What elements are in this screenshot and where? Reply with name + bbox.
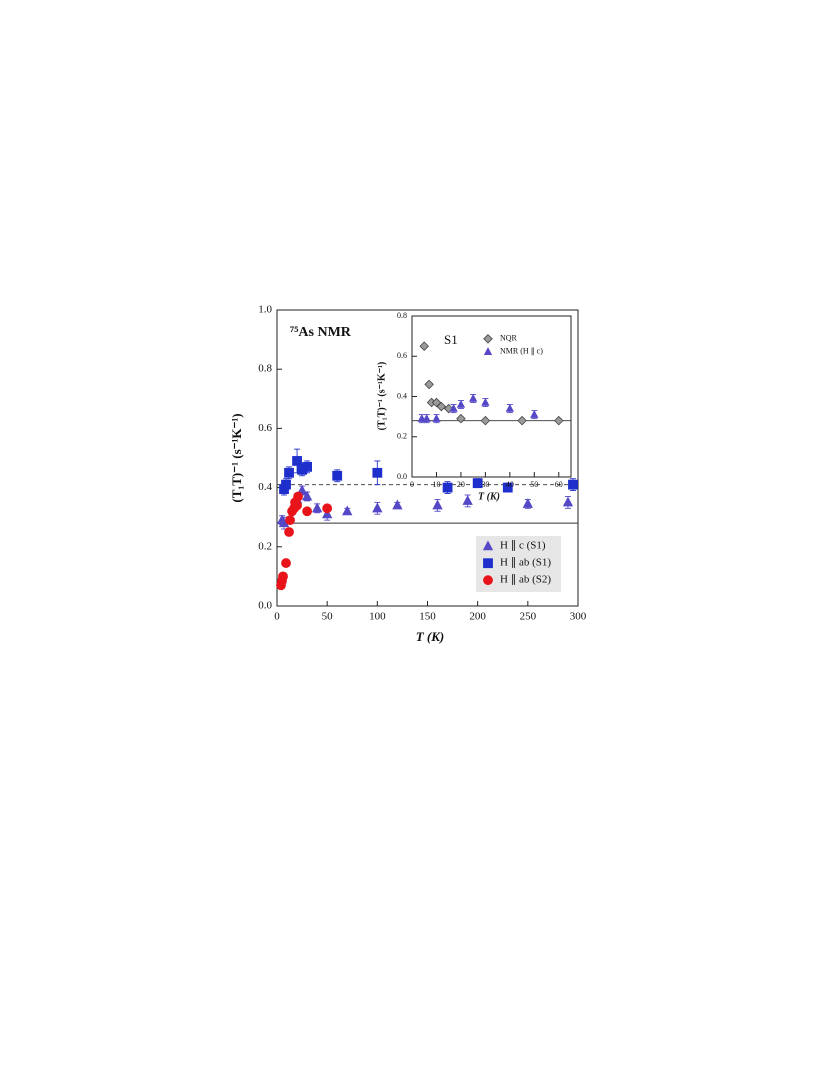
y-tick-label: 0.2 [258, 540, 272, 552]
data-point [562, 496, 574, 507]
x-tick-label: 250 [520, 611, 537, 623]
data-point [424, 379, 434, 390]
x-tick-label: 150 [419, 611, 436, 623]
y-tick-label: 0.2 [397, 432, 407, 441]
data-point [342, 505, 353, 516]
y-tick-label: 1.0 [258, 304, 272, 316]
y-tick-label: 0.0 [397, 472, 407, 481]
data-point [554, 415, 564, 426]
y-tick-label: 0.8 [397, 311, 407, 320]
y-tick-label: 0.0 [258, 600, 272, 612]
x-tick-label: 0 [274, 611, 280, 623]
legend-label: H ∥ ab (S1) [500, 557, 551, 569]
x-axis-title: T (K) [416, 629, 445, 644]
y-tick-label: 0.8 [258, 363, 272, 375]
data-point [522, 498, 533, 508]
annotation: ⁷⁵As NMR [290, 325, 352, 340]
data-point [481, 397, 490, 406]
data-point [502, 482, 513, 493]
x-tick-label: 30 [481, 480, 489, 489]
plot-frame [411, 315, 572, 478]
data-point [392, 499, 403, 510]
data-point [285, 515, 295, 526]
data-point [468, 393, 478, 402]
data-point [322, 503, 333, 514]
data-point [449, 403, 458, 412]
y-axis-title: (T₁T)⁻¹ (s⁻¹K⁻¹) [229, 413, 244, 502]
data-point [322, 508, 333, 519]
x-tick-label: 0 [410, 480, 414, 489]
data-point [530, 409, 539, 418]
x-axis-title: T (K) [478, 491, 500, 502]
data-point [456, 413, 466, 424]
legend-label: H ∥ ab (S2) [500, 574, 551, 586]
data-point [442, 482, 453, 493]
x-tick-label: 300 [570, 611, 587, 623]
data-point [568, 479, 578, 490]
y-tick-label: 0.6 [397, 351, 407, 360]
legend-label: NQR [500, 334, 518, 343]
data-point [372, 502, 383, 513]
data-point [517, 415, 527, 426]
legend-label: NMR (H ∥ c) [500, 347, 543, 356]
data-point [311, 502, 323, 513]
data-point [505, 403, 515, 412]
legend-label: H ∥ c (S1) [500, 540, 546, 552]
x-tick-label: 60 [555, 480, 563, 489]
data-point [432, 499, 443, 510]
y-tick-label: 0.4 [397, 391, 407, 400]
x-tick-label: 10 [432, 480, 440, 489]
y-tick-label: 0.6 [258, 422, 272, 434]
data-point [293, 491, 303, 502]
legend-marker [483, 558, 493, 569]
legend-marker [482, 540, 494, 551]
x-tick-label: 40 [506, 480, 514, 489]
legend-marker [483, 334, 493, 344]
data-point [480, 415, 491, 426]
data-point [432, 413, 441, 422]
data-point [372, 467, 383, 478]
x-tick-label: 200 [469, 611, 486, 623]
data-point [302, 506, 313, 517]
x-tick-label: 100 [369, 611, 386, 623]
x-tick-label: 50 [530, 480, 538, 489]
data-point [472, 478, 483, 489]
data-point [301, 490, 313, 501]
data-point [292, 456, 302, 466]
data-point [419, 341, 429, 351]
data-point [281, 479, 291, 490]
data-point [284, 527, 294, 537]
data-point [278, 571, 288, 582]
data-point [292, 500, 302, 511]
y-axis-title: (T₁T)⁻¹ (s⁻¹K⁻¹) [376, 362, 387, 431]
x-tick-label: 20 [457, 480, 465, 489]
data-point [456, 399, 466, 408]
data-point [417, 413, 426, 422]
legend-marker [483, 347, 493, 356]
data-point [332, 470, 343, 481]
data-point [284, 467, 294, 478]
legend-marker [483, 575, 493, 586]
x-tick-label: 50 [322, 611, 334, 623]
data-point [281, 558, 291, 568]
annotation: S1 [444, 332, 458, 347]
y-tick-label: 0.4 [258, 481, 272, 493]
data-point [302, 461, 313, 472]
data-point [436, 401, 447, 412]
data-point [422, 413, 431, 422]
data-point [462, 495, 473, 505]
